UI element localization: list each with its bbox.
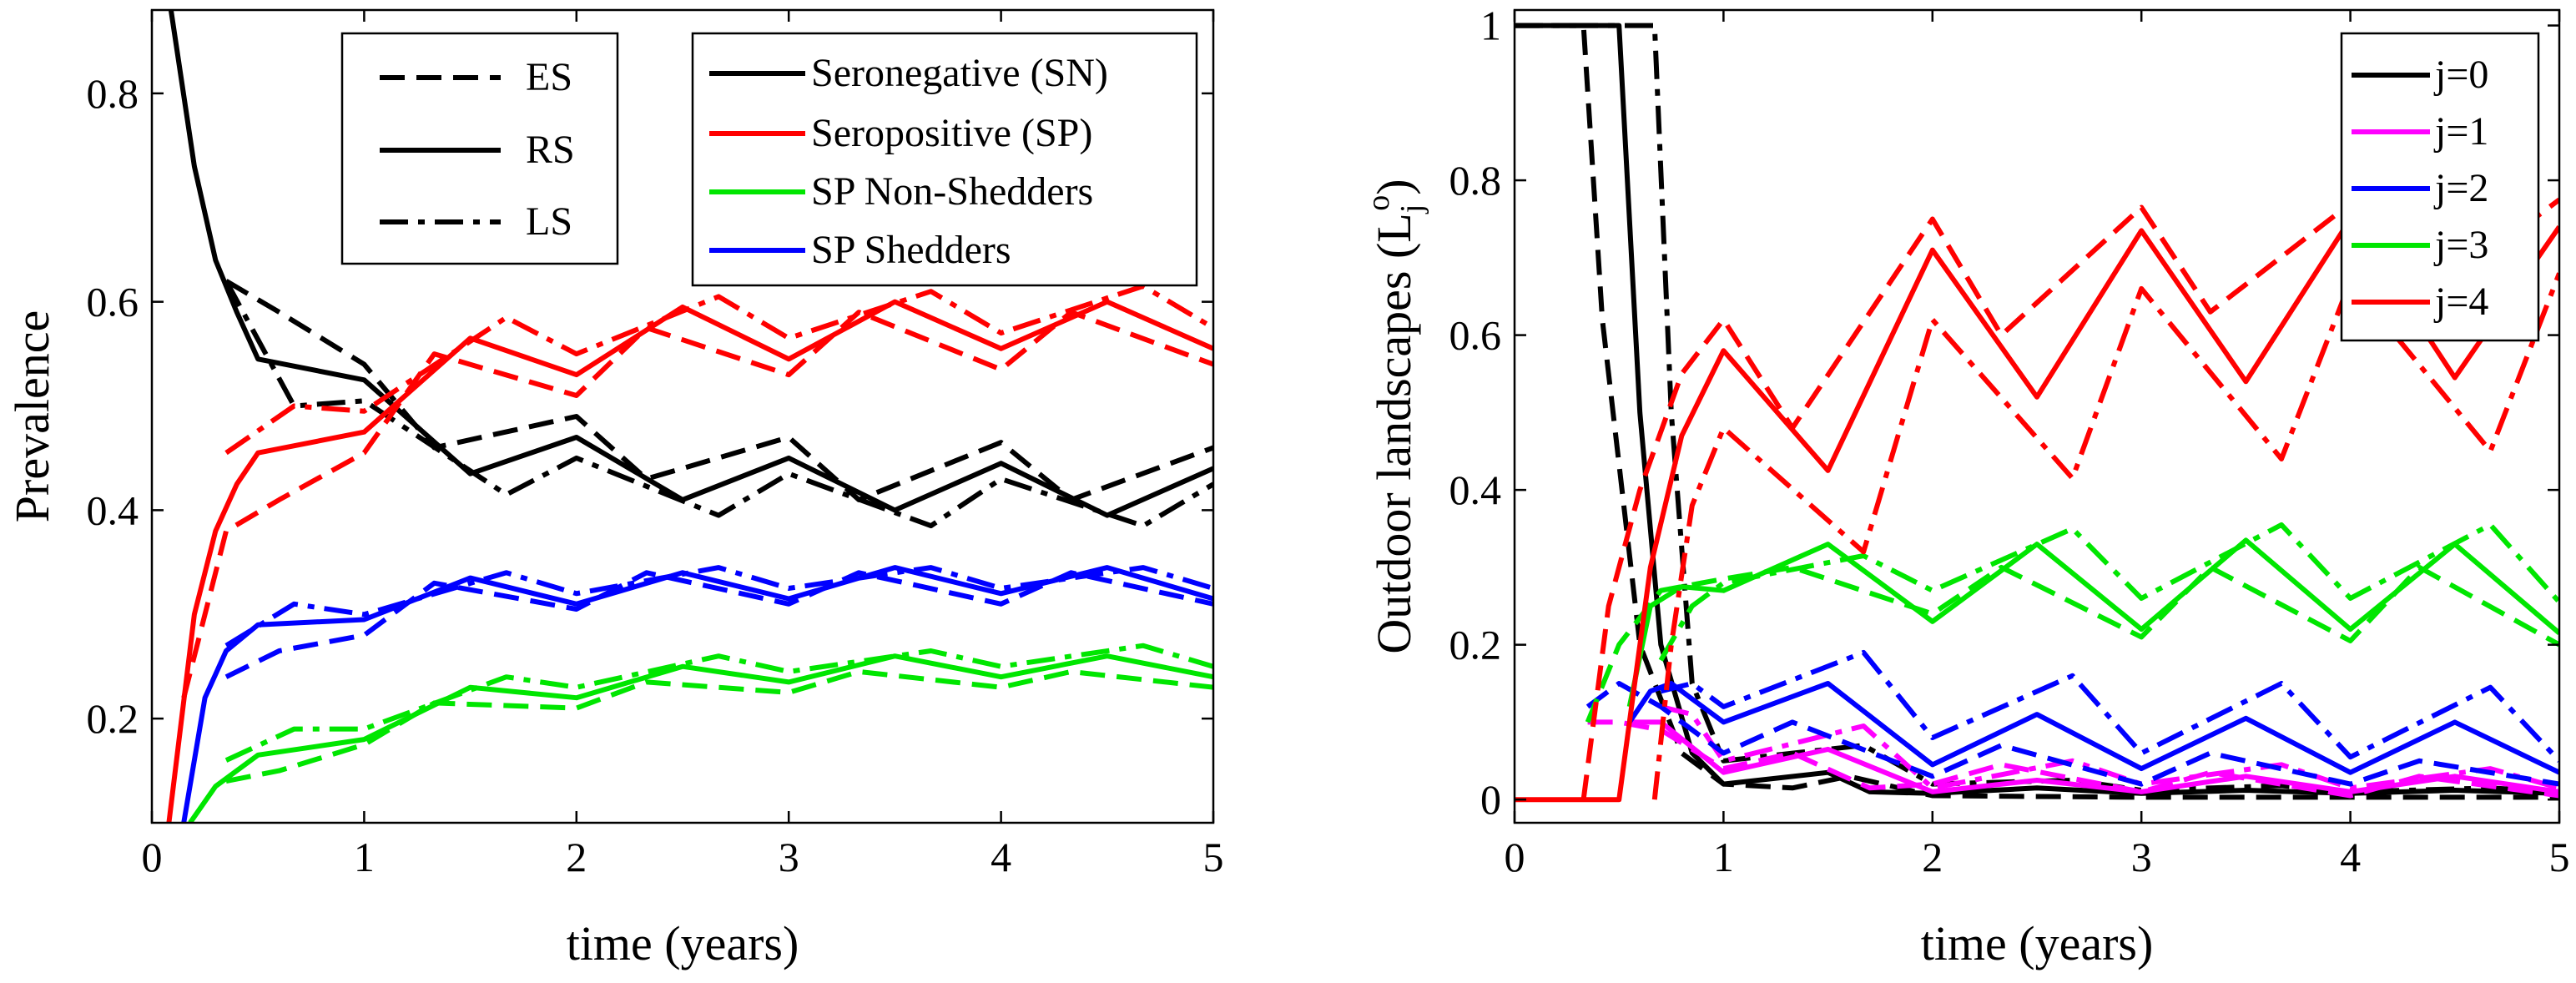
outdoor-xtick-label: 5 bbox=[2549, 834, 2570, 880]
landscape-legend-label-j4: j=4 bbox=[2433, 280, 2488, 324]
prevalence-xtick-label: 1 bbox=[354, 834, 375, 880]
prevalence-plot-lines bbox=[166, 10, 1213, 823]
outdoor-ylabel-sup: o bbox=[1361, 195, 1396, 211]
prevalence-xtick-label: 0 bbox=[142, 834, 163, 880]
outdoor-series-j-0-ls bbox=[1515, 23, 2559, 794]
outdoor-ytick-label: 0.8 bbox=[1449, 157, 1502, 204]
outdoor-series-j-4-rs bbox=[1515, 216, 2559, 803]
prevalence-ticks: 0 1 2 3 4 5 0.2 0.4 0.6 0.8 bbox=[87, 10, 1224, 880]
prevalence-series-sp-es bbox=[181, 310, 1213, 698]
outdoor-ytick-label: 1 bbox=[1480, 3, 1501, 49]
outdoor-ticks: 0 1 2 3 4 5 0 0.2 0.4 0.6 0.8 1 bbox=[1449, 3, 2570, 880]
landscape-legend-label-j0: j=0 bbox=[2433, 53, 2488, 97]
landscape-legend: j=0 j=1 j=2 j=3 j=4 bbox=[2340, 32, 2540, 342]
prevalence-ytick-label: 0.8 bbox=[87, 70, 139, 117]
outdoor-series-j-3-rs bbox=[1626, 537, 2559, 708]
prevalence-ylabel: Prevalence bbox=[5, 310, 59, 522]
prevalence-xtick-label: 4 bbox=[991, 834, 1011, 880]
outdoor-ylabel-end: ) bbox=[1367, 179, 1421, 194]
outdoor-ytick-label: 0.2 bbox=[1449, 622, 1502, 668]
outdoor-landscapes-chart: 0 1 2 3 4 5 0 0.2 0.4 0.6 0.8 1 time (years) Outdoo… bbox=[1361, 3, 2570, 970]
prevalence-xlabel: time (years) bbox=[567, 916, 799, 970]
series-legend-label-spn: SP Non-Shedders bbox=[811, 169, 1093, 214]
outdoor-series-j-2-es bbox=[1585, 681, 2559, 787]
outdoor-series-j-3-ls bbox=[1658, 522, 2559, 662]
outdoor-ytick-label: 0.6 bbox=[1449, 312, 1502, 359]
outdoor-xtick-label: 1 bbox=[1713, 834, 1734, 880]
outdoor-axes-box bbox=[1513, 8, 2561, 824]
outdoor-xtick-label: 3 bbox=[2131, 834, 2152, 880]
prevalence-series-sp-rs bbox=[166, 299, 1213, 823]
prevalence-ytick-label: 0.6 bbox=[87, 279, 139, 325]
outdoor-series-j-2-ls bbox=[1660, 649, 2559, 763]
landscape-legend-label-j1: j=1 bbox=[2433, 109, 2488, 154]
outdoor-ytick-label: 0 bbox=[1480, 776, 1501, 823]
prevalence-series-sps-es bbox=[224, 570, 1213, 679]
prevalence-ytick-label: 0.2 bbox=[87, 695, 139, 742]
prevalence-series-sp-ls bbox=[224, 283, 1213, 456]
outdoor-xtick-label: 0 bbox=[1505, 834, 1525, 880]
outdoor-ylabel-main: Outdoor landscapes (L bbox=[1367, 213, 1421, 653]
outdoor-series-j-0-es bbox=[1515, 23, 2559, 800]
series-legend-label-sn: Seronegative (SN) bbox=[811, 51, 1108, 95]
prevalence-ytick-label: 0.4 bbox=[87, 486, 139, 533]
prevalence-chart: 0 1 2 3 4 5 0.2 0.4 0.6 0.8 time (years) Prevalen… bbox=[5, 8, 1224, 970]
prevalence-series-sn-es bbox=[224, 279, 1213, 502]
outdoor-xlabel: time (years) bbox=[1921, 916, 2154, 970]
prevalence-xtick-label: 3 bbox=[779, 834, 799, 880]
prevalence-series-sn-ls bbox=[224, 280, 1213, 529]
series-legend-label-sp: Seropositive (SP) bbox=[811, 111, 1092, 155]
style-legend-label-ls: LS bbox=[526, 199, 572, 244]
prevalence-series-sps-rs bbox=[181, 565, 1213, 823]
outdoor-xtick-label: 2 bbox=[1922, 834, 1943, 880]
outdoor-plot-lines bbox=[1515, 23, 2559, 803]
prevalence-series-sps-ls bbox=[224, 565, 1213, 648]
prevalence-series-spn-rs bbox=[188, 653, 1213, 823]
series-legend: Seronegative (SN) Seropositive (SP) SP N… bbox=[691, 32, 1198, 287]
outdoor-ylabel: Outdoor landscapes (Ljo) bbox=[1361, 179, 1429, 653]
landscape-legend-label-j2: j=2 bbox=[2433, 166, 2488, 210]
prevalence-series-spn-es bbox=[225, 668, 1213, 784]
prevalence-xtick-label: 2 bbox=[566, 834, 587, 880]
series-legend-label-sps: SP Shedders bbox=[811, 228, 1011, 272]
outdoor-ylabel-sub: j bbox=[1394, 204, 1429, 215]
landscape-legend-label-j3: j=3 bbox=[2433, 223, 2488, 267]
outdoor-ytick-label: 0.4 bbox=[1449, 466, 1502, 513]
prevalence-axes-box bbox=[150, 8, 1215, 824]
outdoor-series-j-3-es bbox=[1585, 564, 2559, 723]
style-legend-label-rs: RS bbox=[526, 128, 575, 172]
prevalence-series-spn-ls bbox=[224, 643, 1213, 763]
style-legend-label-es: ES bbox=[526, 55, 572, 99]
outdoor-series-j-1-rs bbox=[1629, 719, 2559, 794]
prevalence-xtick-label: 5 bbox=[1203, 834, 1224, 880]
outdoor-series-j-2-rs bbox=[1627, 681, 2559, 775]
style-legend: ES RS LS bbox=[340, 32, 619, 265]
outdoor-xtick-label: 4 bbox=[2340, 834, 2361, 880]
prevalence-series-sn-rs bbox=[168, 10, 1213, 518]
